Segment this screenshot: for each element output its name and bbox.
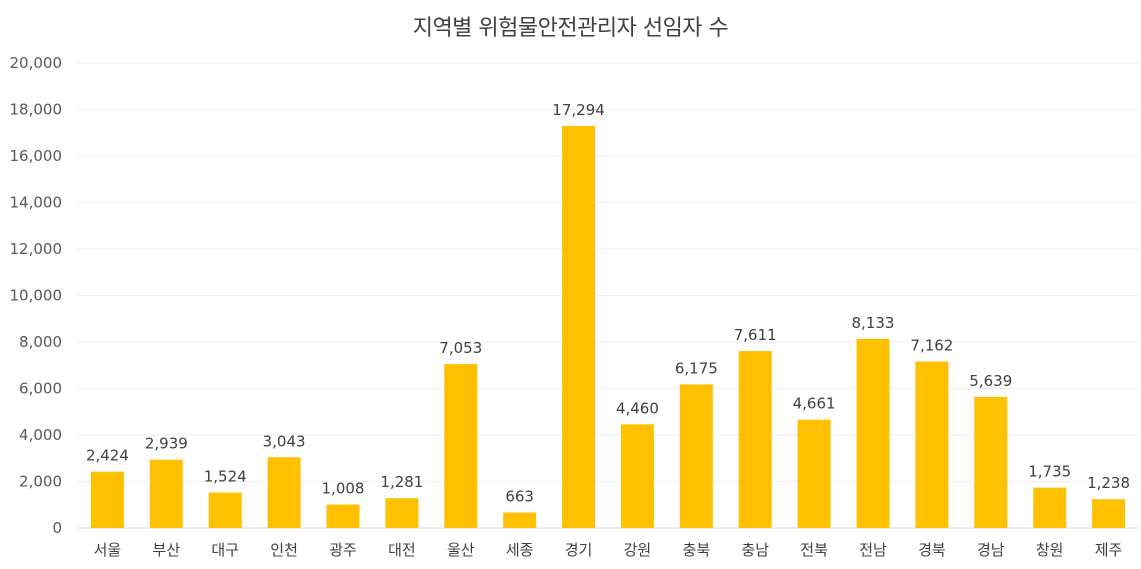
bar bbox=[149, 459, 183, 528]
bar bbox=[738, 351, 772, 528]
y-tick-label: 0 bbox=[52, 519, 62, 537]
data-label: 2,424 bbox=[86, 447, 129, 465]
x-tick-label: 세종 bbox=[506, 541, 534, 559]
data-label: 663 bbox=[505, 488, 534, 506]
data-label: 1,281 bbox=[380, 473, 423, 491]
bar bbox=[679, 384, 713, 528]
y-tick-label: 20,000 bbox=[10, 54, 63, 72]
x-tick-label: 경북 bbox=[918, 541, 946, 559]
data-label: 1,735 bbox=[1028, 463, 1071, 481]
x-tick-label: 충북 bbox=[683, 541, 711, 559]
data-label: 5,639 bbox=[969, 372, 1012, 390]
data-label: 1,238 bbox=[1087, 474, 1130, 492]
data-label: 1,008 bbox=[322, 480, 365, 498]
y-tick-label: 6,000 bbox=[19, 380, 62, 398]
bar bbox=[208, 492, 242, 528]
y-tick-label: 12,000 bbox=[10, 240, 63, 258]
data-label: 4,460 bbox=[616, 399, 659, 417]
bar bbox=[444, 364, 478, 528]
y-tick-label: 18,000 bbox=[10, 101, 63, 119]
data-label: 2,939 bbox=[145, 435, 188, 453]
x-tick-label: 전북 bbox=[800, 541, 828, 559]
bar bbox=[856, 338, 890, 528]
x-tick-label: 경남 bbox=[977, 541, 1005, 559]
bar bbox=[90, 471, 124, 528]
bar bbox=[385, 498, 419, 528]
x-tick-label: 대전 bbox=[388, 541, 416, 559]
x-tick-label: 경기 bbox=[565, 541, 593, 559]
x-tick-label: 울산 bbox=[447, 541, 475, 559]
y-tick-label: 16,000 bbox=[10, 147, 63, 165]
bar bbox=[562, 125, 596, 529]
y-tick-label: 8,000 bbox=[19, 333, 62, 351]
bar bbox=[326, 504, 360, 528]
x-tick-label: 전남 bbox=[859, 541, 887, 559]
bar bbox=[1092, 499, 1126, 528]
data-label: 7,611 bbox=[734, 326, 777, 344]
bar bbox=[620, 424, 654, 528]
data-label: 17,294 bbox=[552, 101, 605, 119]
x-tick-label: 창원 bbox=[1036, 541, 1064, 559]
bar bbox=[915, 361, 949, 528]
bar bbox=[1033, 487, 1067, 528]
x-tick-label: 충남 bbox=[741, 541, 769, 559]
x-tick-label: 광주 bbox=[329, 541, 357, 559]
chart-title: 지역별 위험물안전관리자 선임자 수 bbox=[412, 16, 729, 41]
y-tick-label: 14,000 bbox=[10, 194, 63, 212]
y-tick-label: 10,000 bbox=[10, 287, 63, 305]
data-label: 7,053 bbox=[439, 339, 482, 357]
bar bbox=[974, 396, 1008, 528]
bar bbox=[503, 512, 537, 528]
bar bbox=[797, 419, 831, 528]
x-tick-label: 서울 bbox=[94, 541, 122, 559]
data-label: 7,162 bbox=[910, 336, 953, 354]
x-tick-label: 대구 bbox=[211, 541, 239, 559]
x-tick-label: 부산 bbox=[153, 541, 181, 559]
data-label: 1,524 bbox=[204, 468, 247, 486]
y-tick-label: 4,000 bbox=[19, 426, 62, 444]
x-tick-label: 강원 bbox=[624, 541, 652, 559]
data-label: 8,133 bbox=[852, 314, 895, 332]
x-tick-label: 인천 bbox=[270, 541, 298, 559]
bar bbox=[267, 457, 301, 528]
x-tick-label: 제주 bbox=[1095, 541, 1123, 559]
data-label: 3,043 bbox=[263, 432, 306, 450]
y-tick-label: 2,000 bbox=[19, 473, 62, 491]
data-label: 6,175 bbox=[675, 359, 718, 377]
data-label: 4,661 bbox=[793, 395, 836, 413]
